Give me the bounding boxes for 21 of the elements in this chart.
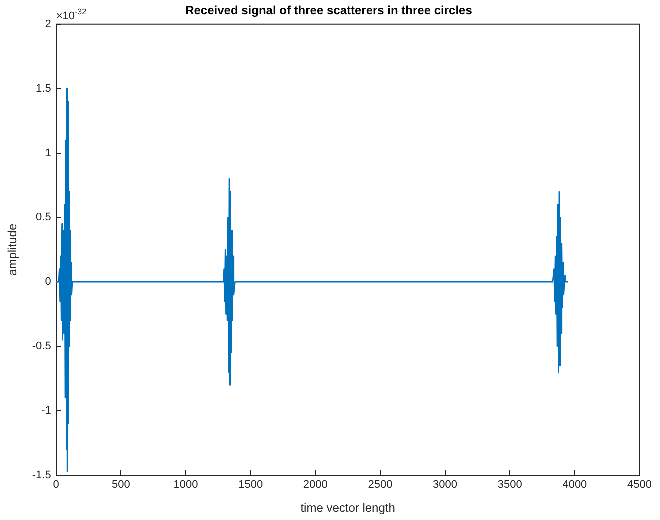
y-tick-label: -0.5 <box>32 340 52 353</box>
x-tick-label: 500 <box>112 479 130 492</box>
x-tick-label: 3000 <box>433 479 458 492</box>
x-tick-label: 4500 <box>628 479 652 492</box>
y-tick-label: 1 <box>45 147 52 160</box>
x-tick-label: 0 <box>53 479 60 492</box>
x-tick-label: 3500 <box>498 479 522 492</box>
y-tick-label: -1 <box>42 405 52 418</box>
x-axis-title: time vector length <box>300 501 396 516</box>
x-tick-label: 4000 <box>562 479 588 492</box>
chart-title: Received signal of three scatterers in three circles <box>186 4 473 18</box>
y-tick-label: 0.5 <box>36 212 52 224</box>
y-tick-label: 0 <box>45 276 52 288</box>
x-tick-label: 1000 <box>174 479 198 492</box>
y-axis-title: amplitude <box>6 224 20 276</box>
x-tick-label: 2500 <box>368 479 393 492</box>
y-tick-label: 2 <box>45 18 52 30</box>
x-tick-label: 2000 <box>303 479 328 492</box>
y-tick-label: -1.5 <box>32 469 52 482</box>
y-tick-label: 1.5 <box>36 82 52 95</box>
x-tick-label: 1500 <box>238 479 264 492</box>
